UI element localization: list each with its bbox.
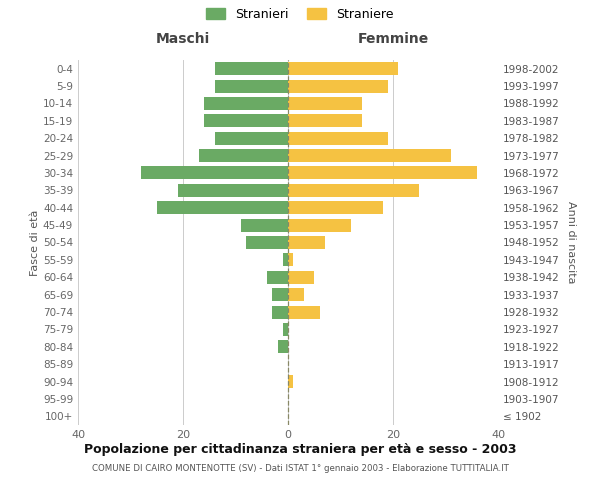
Bar [288, 288, 304, 301]
Bar [277, 340, 288, 353]
Bar [288, 236, 325, 249]
Bar [215, 80, 288, 92]
Bar [246, 236, 288, 249]
Bar [204, 97, 288, 110]
Bar [288, 166, 477, 179]
Bar [204, 114, 288, 128]
Text: Maschi: Maschi [156, 32, 210, 46]
Bar [288, 201, 383, 214]
Bar [288, 270, 314, 284]
Bar [272, 306, 288, 318]
Bar [215, 132, 288, 144]
Bar [288, 375, 293, 388]
Bar [267, 270, 288, 284]
Bar [157, 201, 288, 214]
Text: Popolazione per cittadinanza straniera per età e sesso - 2003: Popolazione per cittadinanza straniera p… [84, 442, 516, 456]
Bar [283, 323, 288, 336]
Legend: Stranieri, Straniere: Stranieri, Straniere [202, 2, 398, 26]
Bar [283, 254, 288, 266]
Bar [215, 62, 288, 75]
Bar [288, 132, 388, 144]
Bar [288, 218, 351, 232]
Bar [288, 80, 388, 92]
Bar [272, 288, 288, 301]
Bar [288, 149, 451, 162]
Bar [288, 114, 361, 128]
Bar [141, 166, 288, 179]
Y-axis label: Anni di nascita: Anni di nascita [566, 201, 576, 284]
Bar [178, 184, 288, 197]
Bar [199, 149, 288, 162]
Bar [241, 218, 288, 232]
Text: COMUNE DI CAIRO MONTENOTTE (SV) - Dati ISTAT 1° gennaio 2003 - Elaborazione TUTT: COMUNE DI CAIRO MONTENOTTE (SV) - Dati I… [92, 464, 508, 473]
Bar [288, 306, 320, 318]
Y-axis label: Fasce di età: Fasce di età [30, 210, 40, 276]
Bar [288, 184, 419, 197]
Bar [288, 97, 361, 110]
Bar [288, 62, 398, 75]
Bar [288, 254, 293, 266]
Text: Femmine: Femmine [358, 32, 428, 46]
